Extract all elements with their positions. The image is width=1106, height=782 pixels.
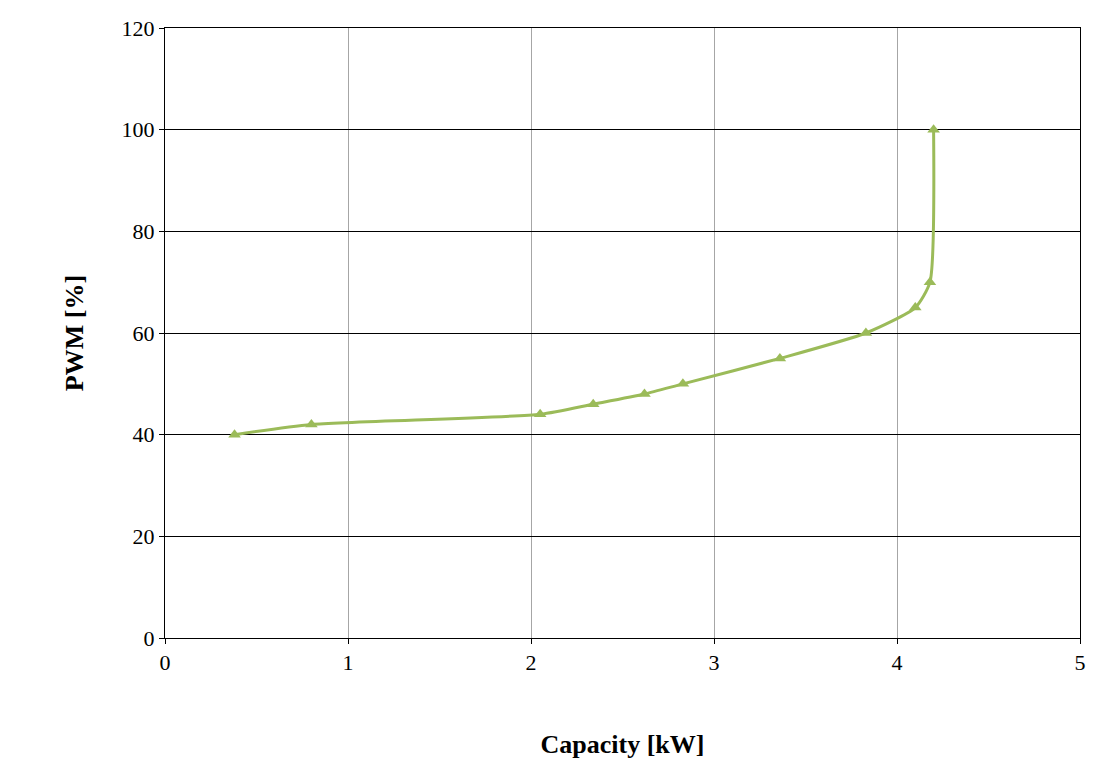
svg-text:1: 1 [343, 650, 354, 675]
svg-text:20: 20 [133, 524, 155, 549]
svg-text:4: 4 [892, 650, 903, 675]
svg-text:120: 120 [122, 16, 155, 41]
svg-text:3: 3 [709, 650, 720, 675]
svg-text:0: 0 [160, 650, 171, 675]
svg-text:5: 5 [1075, 650, 1086, 675]
svg-text:80: 80 [133, 219, 155, 244]
svg-text:0: 0 [144, 626, 155, 651]
svg-text:Capacity [kW]: Capacity [kW] [541, 730, 705, 759]
svg-text:PWM [%]: PWM [%] [60, 275, 89, 391]
svg-text:100: 100 [122, 117, 155, 142]
svg-text:2: 2 [526, 650, 537, 675]
svg-text:60: 60 [133, 321, 155, 346]
svg-text:40: 40 [133, 422, 155, 447]
